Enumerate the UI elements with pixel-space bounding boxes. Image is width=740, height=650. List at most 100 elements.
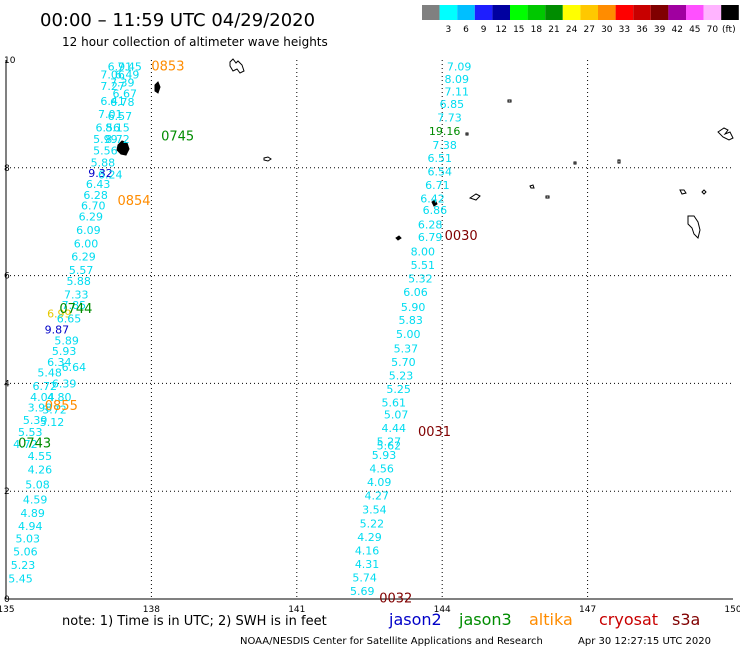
color-scale-label: 39 bbox=[654, 25, 666, 35]
wave-height-value: 9.32 bbox=[88, 167, 113, 180]
wave-height-value: 5.93 bbox=[52, 345, 77, 358]
wave-height-value: 4.44 bbox=[381, 422, 406, 435]
color-scale-swatch bbox=[422, 5, 440, 20]
island-outline bbox=[717, 127, 734, 141]
pass-time-label: 0745 bbox=[161, 129, 194, 144]
wave-height-value: 6.29 bbox=[71, 251, 96, 264]
color-scale-label: 70 bbox=[707, 25, 719, 35]
wave-height-value: 5.57 bbox=[69, 264, 94, 277]
color-scale-unit: (ft) bbox=[722, 25, 736, 35]
wave-height-value: 7.38 bbox=[432, 139, 457, 152]
color-scale-swatch bbox=[721, 5, 739, 20]
latitude-tick-label: 0 bbox=[4, 595, 10, 605]
wave-height-value: 5.90 bbox=[401, 301, 426, 314]
legend-altika: altika bbox=[529, 610, 573, 629]
island-outline bbox=[465, 132, 469, 136]
color-scale-swatch bbox=[615, 5, 634, 20]
wave-height-value: 5.37 bbox=[394, 342, 419, 355]
island-outline bbox=[116, 140, 130, 156]
wave-height-value: 5.06 bbox=[13, 546, 38, 559]
island-outline bbox=[617, 159, 621, 164]
wave-height-value: 8.15 bbox=[105, 121, 130, 134]
wave-height-value: 5.25 bbox=[386, 383, 411, 396]
wave-height-value: 4.94 bbox=[18, 520, 43, 533]
map-frame bbox=[5, 60, 733, 600]
wave-height-value: 6.64 bbox=[62, 361, 87, 374]
wave-height-value: 5.61 bbox=[381, 396, 406, 409]
wave-height-value: 9.87 bbox=[45, 324, 70, 337]
color-scale-label: 15 bbox=[513, 25, 524, 35]
wave-height-value: 5.22 bbox=[360, 518, 385, 531]
wave-height-value: 3.72 bbox=[42, 403, 67, 416]
wave-height-value: 4.16 bbox=[355, 544, 380, 557]
wave-height-value: 5.03 bbox=[16, 533, 41, 546]
legend-jason2: jason2 bbox=[388, 610, 442, 629]
latitude-tick-labels: 0 2 4 6 8 10 bbox=[4, 56, 16, 605]
wave-height-value: 5.45 bbox=[8, 573, 33, 586]
footer-timestamp: Apr 30 12:27:15 UTC 2020 bbox=[578, 636, 711, 647]
wave-height-value: 5.83 bbox=[398, 314, 423, 327]
wave-height-value: 5.74 bbox=[352, 571, 377, 584]
island-outline bbox=[545, 195, 550, 199]
wave-height-value: 5.27 bbox=[377, 436, 402, 449]
wave-height-value: 5.00 bbox=[396, 328, 421, 341]
color-scale-swatch bbox=[598, 5, 616, 20]
longitude-tick-label: 141 bbox=[288, 605, 305, 615]
pass-time-label: 0854 bbox=[117, 194, 150, 209]
wave-height-value: 6.49 bbox=[115, 69, 140, 82]
color-scale-label: 18 bbox=[531, 25, 543, 35]
wave-height-value: 7.45 bbox=[117, 60, 142, 73]
wave-height-value: 5.23 bbox=[11, 559, 36, 572]
legend-s3a: s3a bbox=[672, 610, 700, 629]
pass-time-label: 0855 bbox=[45, 399, 78, 414]
color-scale-swatch bbox=[439, 5, 458, 20]
color-scale-swatch bbox=[527, 5, 546, 20]
wave-height-value: 19.16 bbox=[429, 125, 461, 138]
pass-time-label: 0030 bbox=[445, 229, 478, 244]
wave-height-points: 6.917.456.497.067.397.276.676.416.787.01… bbox=[8, 60, 471, 597]
wave-height-value: 5.32 bbox=[408, 272, 433, 285]
wave-height-value: 5.48 bbox=[37, 367, 62, 380]
wave-height-value: 5.62 bbox=[377, 439, 402, 452]
wave-height-value: 4.80 bbox=[47, 391, 72, 404]
island-outline bbox=[263, 156, 272, 162]
wave-height-value: 6.51 bbox=[428, 152, 453, 165]
color-scale-label: 30 bbox=[601, 25, 613, 35]
wave-height-value: 6.09 bbox=[76, 224, 101, 237]
wave-height-value: 5.23 bbox=[389, 369, 414, 382]
wave-height-value: 6.28 bbox=[418, 218, 443, 231]
color-scale-label: 21 bbox=[548, 25, 559, 35]
wave-height-value: 7.33 bbox=[64, 288, 89, 301]
color-scale-swatch bbox=[562, 5, 581, 20]
longitude-tick-labels: 135 138 141 144 147 150 bbox=[0, 605, 740, 615]
island-outline bbox=[431, 199, 438, 207]
color-scale-label: 3 bbox=[446, 25, 452, 35]
wave-height-value: 8.72 bbox=[105, 133, 130, 146]
footer-note: note: 1) Time is in UTC; 2) SWH is in fe… bbox=[62, 614, 327, 629]
wave-height-value: 6.72 bbox=[33, 380, 58, 393]
wave-height-value: 7.27 bbox=[100, 80, 125, 93]
legend-jason3: jason3 bbox=[458, 610, 512, 629]
island-outline bbox=[395, 235, 402, 241]
wave-height-value: 5.53 bbox=[18, 426, 43, 439]
longitude-tick-label: 135 bbox=[0, 605, 15, 615]
wave-height-value: 4.09 bbox=[367, 476, 392, 489]
wave-height-value: 7.11 bbox=[444, 85, 469, 98]
latitude-tick-label: 2 bbox=[4, 487, 10, 497]
latitude-tick-label: 4 bbox=[4, 379, 10, 389]
latitude-tick-label: 8 bbox=[4, 164, 10, 174]
wave-height-value: 5.88 bbox=[91, 156, 116, 169]
wave-height-value: 7.39 bbox=[110, 77, 135, 90]
wave-height-value: 4.59 bbox=[23, 493, 48, 506]
longitude-tick-label: 150 bbox=[724, 605, 740, 615]
wave-height-value: 5.39 bbox=[23, 414, 48, 427]
latitude-tick-label: 10 bbox=[4, 56, 16, 66]
wave-height-value: 7.01 bbox=[98, 108, 123, 121]
wave-height-value: 5.51 bbox=[411, 259, 436, 272]
wave-height-value: 5.12 bbox=[40, 416, 65, 429]
wave-height-value: 6.42 bbox=[420, 193, 445, 206]
pass-time-labels: 0853 0745 0854 0744 0855 0743 0030 0031 0032 bbox=[18, 59, 478, 606]
color-scale-swatch bbox=[668, 5, 686, 20]
wave-height-value: 8.00 bbox=[411, 245, 436, 258]
pass-time-label: 0032 bbox=[379, 591, 412, 606]
